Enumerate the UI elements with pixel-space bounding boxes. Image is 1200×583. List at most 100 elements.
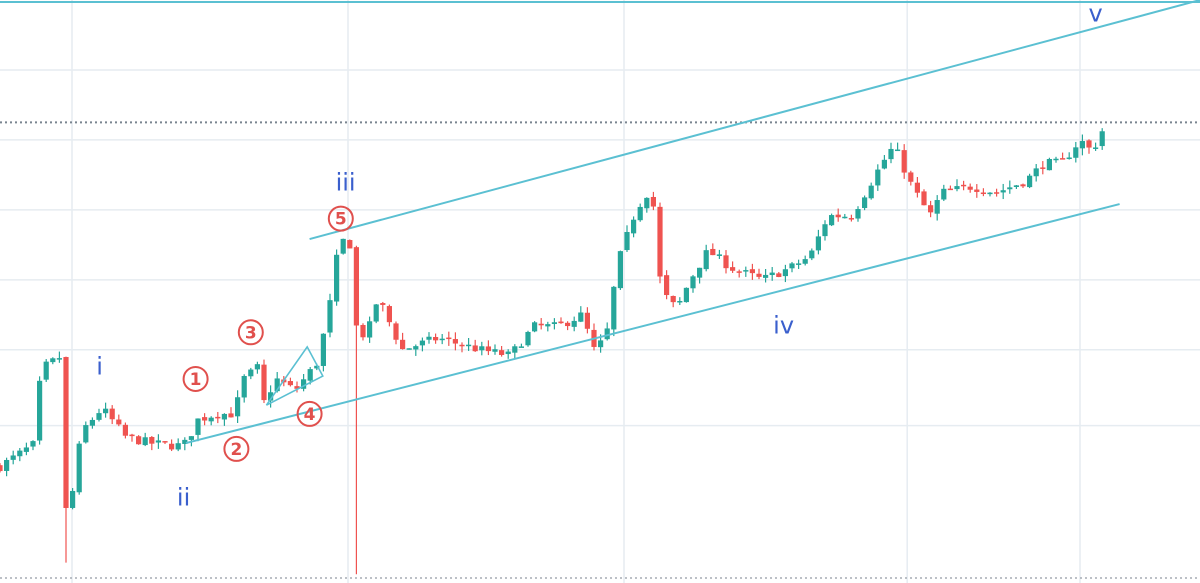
candle-body-up xyxy=(327,300,333,333)
candle-body-up xyxy=(1099,131,1105,147)
candle-body-down xyxy=(670,295,676,303)
candle-body-up xyxy=(941,188,947,200)
candle-body-down xyxy=(584,312,590,329)
candle-body-down xyxy=(657,206,663,277)
candle-body-up xyxy=(842,216,848,219)
candle-body-down xyxy=(116,419,122,425)
candle-body-up xyxy=(881,159,887,169)
candle-body-up xyxy=(254,364,260,370)
sub-wave-label-3: 3 xyxy=(245,323,257,343)
candle-body-down xyxy=(499,350,505,355)
candle-body-down xyxy=(776,273,782,278)
candle-body-up xyxy=(868,185,874,199)
candle-body-up xyxy=(855,209,861,219)
candle-body-up xyxy=(782,269,788,277)
candle-body-up xyxy=(340,238,346,254)
candle-body-up xyxy=(617,251,623,289)
candle-body-up xyxy=(677,300,683,303)
candle-body-up xyxy=(895,149,901,152)
candle-body-up xyxy=(320,333,326,366)
candle-body-down xyxy=(967,186,973,190)
candle-body-up xyxy=(862,197,868,209)
candle-body-down xyxy=(459,344,465,347)
candle-body-up xyxy=(1027,175,1033,188)
wave-label-iii: iii xyxy=(336,169,356,197)
candle-body-up xyxy=(571,320,577,327)
candle-body-up xyxy=(987,192,993,195)
candle-body-down xyxy=(664,275,670,296)
candle-body-up xyxy=(1066,157,1072,160)
candle-body-up xyxy=(373,304,379,322)
candle-body-up xyxy=(43,361,49,380)
candle-body-up xyxy=(30,441,36,447)
candle-body-up xyxy=(17,450,23,457)
candle-body-down xyxy=(908,172,914,182)
candle-body-down xyxy=(1086,140,1092,148)
candle-body-up xyxy=(466,344,472,347)
candle-body-down xyxy=(400,339,406,350)
candle-body-down xyxy=(433,337,439,341)
candle-body-up xyxy=(604,328,610,340)
candle-body-down xyxy=(961,184,967,187)
candle-body-up xyxy=(697,267,703,278)
candle-body-down xyxy=(914,182,920,193)
candle-body-down xyxy=(974,189,980,192)
candle-body-up xyxy=(624,232,630,251)
candle-body-down xyxy=(1040,167,1046,169)
candle-body-up xyxy=(888,148,894,160)
candle-body-up xyxy=(367,321,373,338)
candle-body-up xyxy=(182,439,188,444)
sub-wave-circle-5 xyxy=(327,205,354,232)
candle-body-down xyxy=(386,306,392,323)
candle-body-down xyxy=(848,218,854,220)
candle-body-up xyxy=(301,379,307,389)
candle-body-down xyxy=(261,364,267,401)
candle-body-down xyxy=(452,339,458,344)
candle-body-up xyxy=(155,440,161,443)
sub-wave-label-2: 2 xyxy=(230,440,242,460)
candle-body-down xyxy=(730,267,736,271)
candle-body-down xyxy=(63,357,69,508)
candle-body-up xyxy=(1073,147,1079,158)
candle-body-up xyxy=(1033,168,1039,177)
candle-body-up xyxy=(426,336,432,340)
candle-body-down xyxy=(921,191,927,206)
candle-body-down xyxy=(947,188,953,191)
candle-body-up xyxy=(789,263,795,269)
candle-body-up xyxy=(241,375,247,398)
candle-body-up xyxy=(525,331,531,346)
candle-body-up xyxy=(235,397,241,417)
candle-body-up xyxy=(492,349,498,352)
candle-body-up xyxy=(829,215,835,226)
candle-body-down xyxy=(129,434,135,437)
candle-body-down xyxy=(0,465,3,472)
candle-body-up xyxy=(4,459,10,471)
candle-body-up xyxy=(439,338,445,341)
candle-body-up xyxy=(103,408,109,414)
candle-body-up xyxy=(809,250,815,259)
candle-body-up xyxy=(221,413,227,420)
candle-body-up xyxy=(532,322,538,332)
sub-wave-circle-2 xyxy=(223,435,250,462)
candle-body-up xyxy=(406,348,412,350)
candle-body-down xyxy=(756,273,762,277)
candle-body-down xyxy=(446,337,452,340)
candle-body-up xyxy=(815,236,821,251)
candle-body-down xyxy=(169,443,175,450)
candle-body-down xyxy=(1060,158,1066,160)
candle-body-up xyxy=(56,358,62,360)
candles xyxy=(0,128,1105,575)
candle-body-up xyxy=(188,436,194,440)
candle-body-up xyxy=(743,270,749,272)
candle-body-up xyxy=(37,380,43,441)
candle-body-up xyxy=(934,200,940,214)
candle-body-down xyxy=(901,150,907,173)
candle-body-down xyxy=(360,324,366,338)
candle-body-up xyxy=(716,254,722,256)
candle-body-down xyxy=(558,321,564,324)
candle-body-up xyxy=(89,419,95,426)
candle-body-up xyxy=(268,392,274,401)
candle-body-up xyxy=(875,169,881,186)
candle-body-down xyxy=(650,196,656,207)
